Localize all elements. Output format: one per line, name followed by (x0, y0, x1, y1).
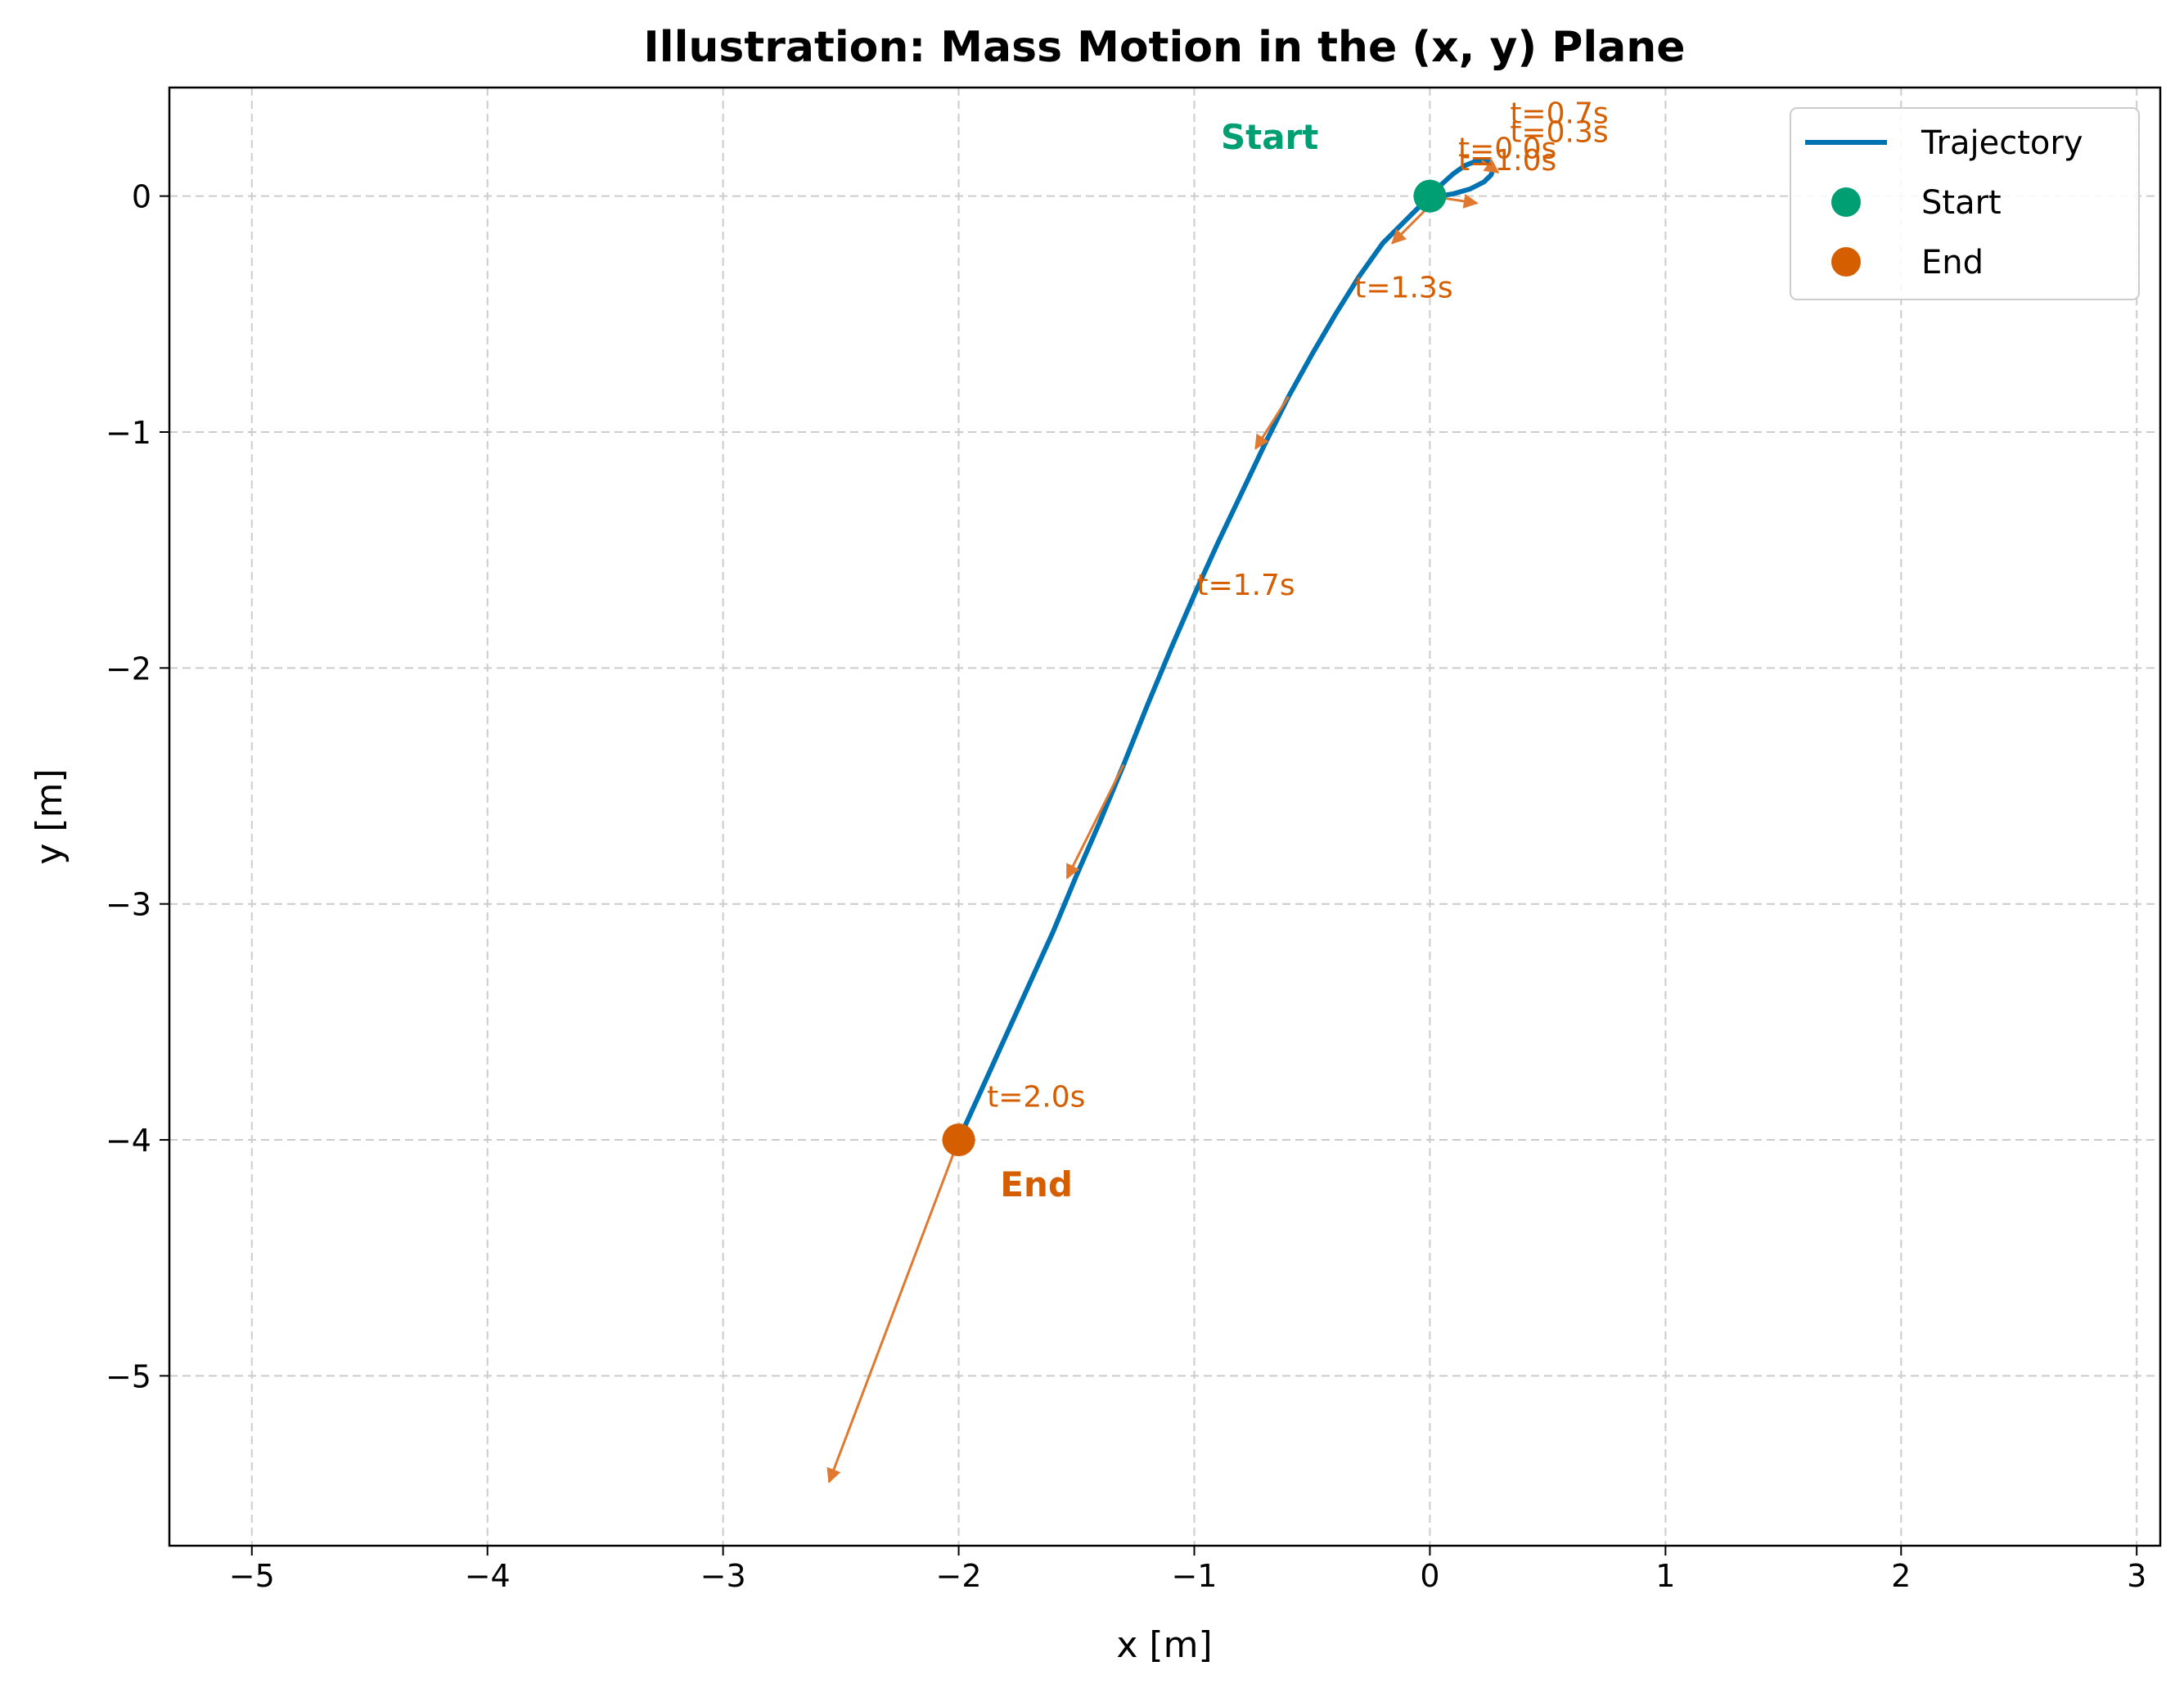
legend-label: End (1921, 244, 1984, 281)
y-tick-label: −4 (106, 1123, 151, 1159)
x-tick-label: −3 (700, 1558, 746, 1594)
time-label: t=1.0s (1458, 144, 1556, 178)
x-axis-label: x [m] (1116, 1624, 1212, 1666)
velocity-vector (1065, 763, 1125, 880)
velocity-vector (826, 1139, 960, 1484)
axis-ticks: −5 −4 −3 −2 −1 0 1 2 3 0 −1 −2 −3 −4 −5 (106, 179, 2146, 1594)
y-tick-label: −5 (106, 1358, 151, 1394)
x-tick-label: −4 (465, 1558, 511, 1594)
end-marker (942, 1123, 975, 1157)
x-tick-label: 3 (2127, 1558, 2146, 1594)
chart-title: Illustration: Mass Motion in the (x, y) … (643, 23, 1685, 72)
legend-dot-swatch (1831, 247, 1861, 277)
grid (169, 88, 2160, 1546)
legend: Trajectory Start End (1790, 107, 2140, 300)
legend-label: Start (1921, 184, 2002, 222)
end-label: End (1000, 1164, 1073, 1204)
x-tick-label: 1 (1655, 1558, 1675, 1594)
time-label: t=0.0s (1458, 133, 1556, 166)
x-tick-label: 2 (1891, 1558, 1911, 1594)
legend-dot-swatch (1831, 187, 1861, 217)
x-tick-label: −1 (1171, 1558, 1217, 1594)
annotation-layer: t=0.7st=0.3st=0.0st=1.0s t=1.3s t=1.7s t=2.… (987, 97, 1608, 1204)
start-label: Start (1221, 117, 1318, 157)
y-tick-label: 0 (132, 179, 151, 215)
legend-label: Trajectory (1921, 124, 2083, 162)
series-layer (826, 158, 1500, 1484)
time-label: t=2.0s (987, 1081, 1085, 1114)
x-tick-label: −5 (229, 1558, 275, 1594)
time-label: t=1.3s (1354, 272, 1452, 305)
time-label: t=1.7s (1196, 569, 1295, 602)
legend-box (1790, 107, 2140, 300)
y-axis-label: y [m] (29, 768, 70, 864)
start-marker (1413, 179, 1447, 213)
y-tick-label: −3 (106, 887, 151, 923)
x-tick-label: 0 (1420, 1558, 1439, 1594)
time-label: t=0.3s (1510, 115, 1608, 149)
velocity-vector (1480, 159, 1500, 174)
velocity-vector (1254, 395, 1290, 450)
time-label: t=0.7s (1510, 97, 1608, 130)
plot-frame (168, 86, 2162, 1547)
y-tick-label: −1 (106, 415, 151, 451)
y-tick-label: −2 (106, 651, 151, 687)
x-tick-label: −2 (936, 1558, 982, 1594)
